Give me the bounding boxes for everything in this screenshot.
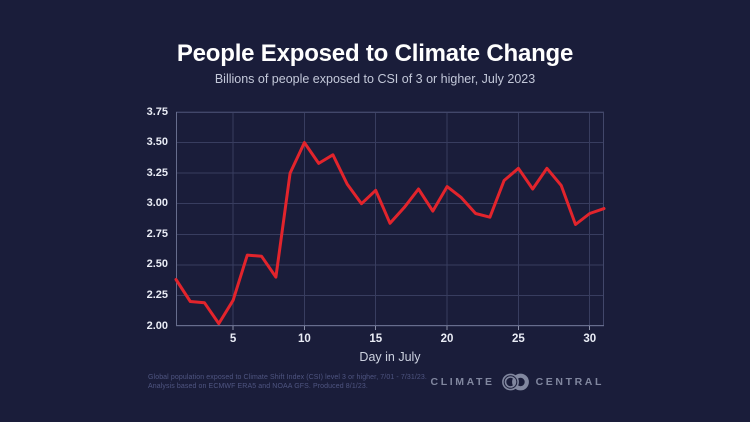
logo-text-central: CENTRAL [535,376,604,388]
x-axis-tick-labels: 5 10 15 20 25 30 [176,333,604,347]
x-axis-tick-label: 20 [440,333,454,345]
footnote-line-2: Analysis based on ECMWF ERA5 and NOAA GF… [148,383,368,390]
chart-subtitle: Billions of people exposed to CSI of 3 o… [214,72,536,86]
y-axis-tick-labels: 2.00 2.25 2.50 2.75 3.00 3.25 3.50 3.75 [118,106,168,332]
logo-text-climate: CLIMATE [430,376,495,388]
page-title: People Exposed to Climate Change [176,40,574,67]
source-footnote: Global population exposed to Climate Shi… [148,373,478,391]
x-axis-title: Day in July [359,350,421,364]
footnote-line-1: Global population exposed to Climate Shi… [148,374,427,381]
y-axis-tick-label: 3.25 [146,166,168,179]
y-axis-tick-label: 2.25 [146,288,168,301]
line-chart [174,111,606,330]
y-axis-tick-label: 2.75 [146,227,168,240]
climate-central-logo: CLIMATE CENTRAL [431,373,604,391]
x-axis-tick-label: 5 [229,333,237,345]
y-axis-tick-label: 3.00 [146,197,168,210]
x-axis-tick-label: 15 [369,333,383,345]
chart-plot-area [174,111,606,330]
y-axis-tick-label: 3.50 [146,136,168,149]
chart-header: People Exposed to Climate Change Billion… [0,0,750,87]
y-axis-tick-label: 2.00 [146,319,168,332]
y-axis-tick-label: 2.50 [146,258,168,271]
x-axis-tick-label: 25 [511,333,525,345]
x-axis-tick-label: 10 [297,333,311,345]
cc-rings-icon [500,372,531,392]
y-axis-tick-label: 3.75 [146,105,168,118]
x-axis-tick-label: 30 [583,333,597,345]
